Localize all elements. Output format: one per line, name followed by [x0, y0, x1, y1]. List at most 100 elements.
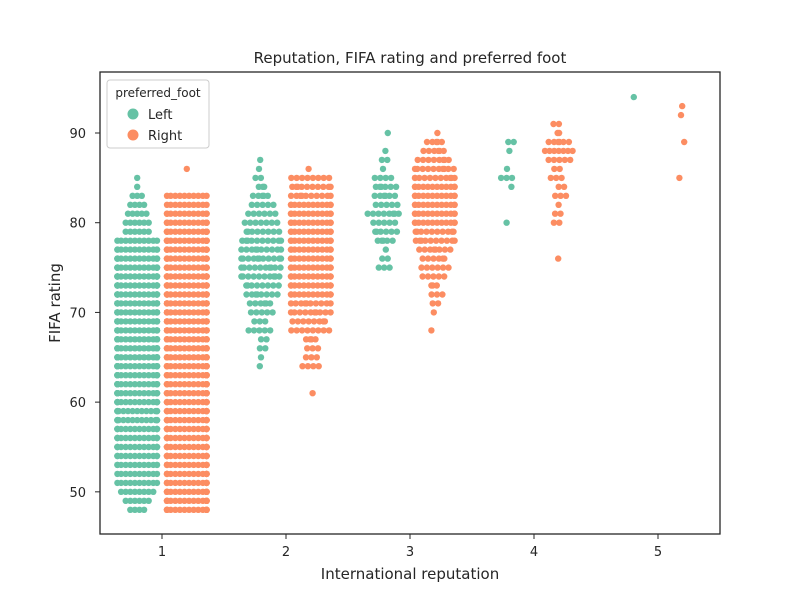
- point-right: [195, 479, 202, 487]
- point-right: [190, 255, 197, 262]
- point-left: [140, 309, 148, 316]
- point-right: [181, 300, 188, 307]
- point-right: [309, 390, 316, 397]
- point-right: [190, 327, 197, 334]
- point-right: [167, 282, 174, 289]
- point-right: [430, 246, 438, 253]
- point-left: [134, 183, 141, 190]
- point-right: [424, 273, 432, 280]
- point-right: [414, 165, 421, 173]
- point-right: [327, 282, 334, 289]
- point-left: [136, 237, 143, 244]
- point-left: [136, 461, 143, 469]
- point-left: [262, 318, 269, 325]
- point-left: [240, 264, 248, 271]
- point-right: [432, 174, 439, 182]
- point-left: [247, 309, 255, 316]
- point-right: [172, 246, 179, 253]
- point-right: [319, 237, 326, 244]
- point-left: [390, 210, 397, 217]
- point-right: [560, 138, 567, 146]
- point-left: [274, 219, 281, 226]
- point-left: [127, 398, 134, 406]
- point-right: [420, 201, 427, 208]
- point-left: [255, 210, 263, 217]
- point-left: [263, 219, 270, 226]
- point-left: [254, 255, 261, 262]
- point-right: [167, 336, 174, 343]
- point-right: [309, 183, 316, 190]
- point-right: [181, 345, 188, 352]
- point-right: [181, 273, 188, 280]
- point-left: [253, 309, 260, 316]
- point-right: [415, 210, 422, 217]
- point-right: [417, 228, 425, 235]
- point-right: [422, 237, 429, 244]
- point-left: [257, 156, 264, 164]
- point-left: [136, 443, 143, 451]
- point-right: [437, 174, 444, 182]
- point-left: [140, 345, 148, 352]
- point-left: [120, 407, 127, 415]
- point-right: [305, 282, 312, 289]
- point-right: [428, 327, 435, 334]
- point-right: [296, 237, 303, 244]
- point-right: [167, 506, 174, 513]
- point-left: [145, 443, 152, 451]
- point-right: [309, 237, 317, 244]
- point-left: [275, 228, 283, 235]
- point-right: [556, 219, 563, 226]
- point-left: [122, 246, 129, 253]
- point-right: [172, 434, 179, 442]
- point-left: [129, 192, 136, 199]
- point-left: [153, 407, 161, 415]
- point-right: [176, 219, 184, 226]
- point-right: [203, 282, 210, 289]
- point-right: [176, 291, 184, 298]
- point-left: [122, 479, 129, 487]
- point-right: [195, 425, 202, 433]
- point-right: [203, 246, 210, 253]
- point-right: [293, 174, 300, 182]
- point-right: [313, 192, 320, 199]
- point-right: [541, 147, 549, 155]
- point-right: [289, 318, 296, 325]
- point-left: [153, 282, 161, 289]
- point-left: [140, 273, 148, 280]
- point-right: [181, 201, 188, 208]
- point-right: [190, 497, 197, 504]
- point-left: [131, 390, 139, 397]
- point-right: [176, 255, 184, 262]
- point-right: [190, 372, 197, 379]
- point-right: [307, 300, 314, 307]
- point-left: [115, 416, 123, 424]
- point-left: [122, 497, 129, 504]
- point-left: [393, 228, 401, 235]
- point-right: [420, 147, 427, 155]
- point-left: [239, 273, 247, 280]
- point-left: [124, 407, 132, 415]
- point-left: [364, 210, 371, 217]
- point-left: [381, 219, 388, 226]
- legend-marker-right: [127, 129, 139, 141]
- point-right: [300, 237, 308, 244]
- point-right: [291, 264, 298, 271]
- point-left: [392, 183, 400, 190]
- point-right: [203, 443, 210, 451]
- point-left: [127, 201, 134, 208]
- point-right: [327, 210, 334, 217]
- point-right: [320, 327, 327, 334]
- x-tick-label: 2: [282, 545, 290, 560]
- point-left: [127, 318, 134, 325]
- point-right: [181, 291, 188, 298]
- point-right: [314, 291, 321, 298]
- point-left: [122, 309, 129, 316]
- point-right: [172, 372, 179, 379]
- point-left: [382, 246, 389, 253]
- point-right: [172, 443, 179, 451]
- point-right: [433, 138, 440, 146]
- point-left: [117, 461, 125, 469]
- point-right: [203, 318, 210, 325]
- point-right: [436, 246, 443, 253]
- point-left: [145, 273, 152, 280]
